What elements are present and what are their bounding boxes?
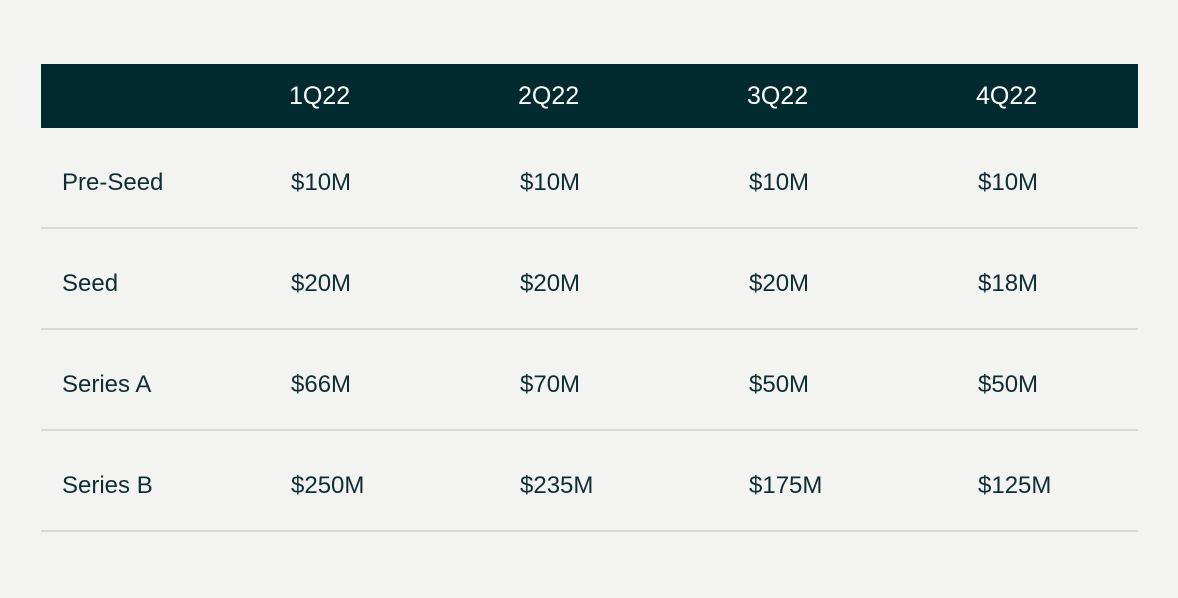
table-header-row: 1Q22 2Q22 3Q22 4Q22 [41, 64, 1138, 128]
table-cell: $20M [749, 269, 810, 297]
table-row: Seed $20M $20M $20M $18M [41, 229, 1138, 330]
table-cell: $66M [291, 370, 352, 398]
header-cell-1q22: 1Q22 [289, 81, 351, 110]
table-cell: $50M [749, 370, 810, 398]
header-cell-4q22: 4Q22 [976, 81, 1038, 110]
table-cell: $10M [749, 168, 810, 196]
table-cell: $250M [291, 471, 365, 499]
table-cell: $10M [291, 168, 352, 196]
table-cell: $20M [520, 269, 581, 297]
table-row: Series B $250M $235M $175M $125M [41, 431, 1138, 532]
table-cell: $10M [978, 168, 1039, 196]
table-cell: $50M [978, 370, 1039, 398]
row-label-pre-seed: Pre-Seed [62, 168, 164, 196]
header-cell-2q22: 2Q22 [518, 81, 580, 110]
table-cell: $235M [520, 471, 594, 499]
valuation-table: 1Q22 2Q22 3Q22 4Q22 Pre-Seed $10M $10M $… [41, 64, 1138, 532]
row-label-series-a: Series A [62, 370, 152, 398]
table-cell: $70M [520, 370, 581, 398]
table-cell: $20M [291, 269, 352, 297]
header-cell-3q22: 3Q22 [747, 81, 809, 110]
table-cell: $125M [978, 471, 1052, 499]
table-row: Series A $66M $70M $50M $50M [41, 330, 1138, 431]
row-label-series-b: Series B [62, 471, 153, 499]
table-cell: $18M [978, 269, 1039, 297]
table-cell: $175M [749, 471, 823, 499]
row-label-seed: Seed [62, 269, 119, 297]
table-cell: $10M [520, 168, 581, 196]
table-row: Pre-Seed $10M $10M $10M $10M [41, 128, 1138, 229]
